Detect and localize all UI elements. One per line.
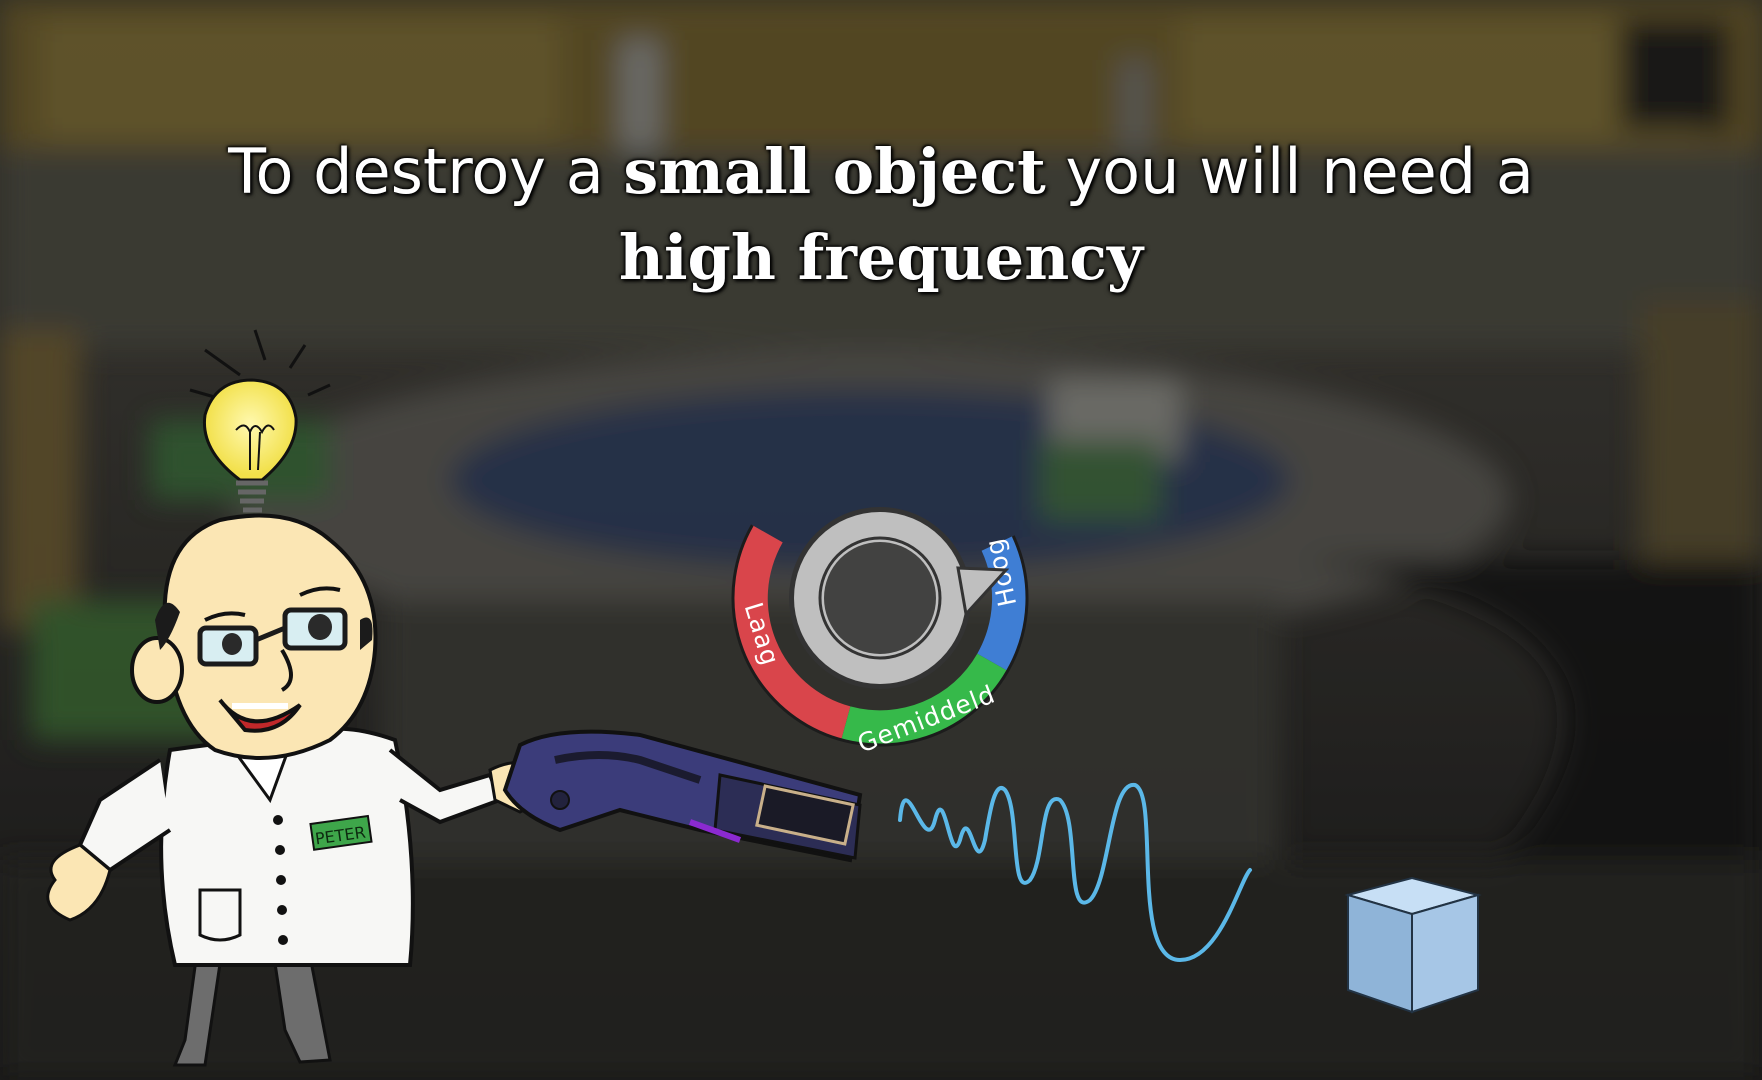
tutorial-emphasis-high-frequency: high frequency bbox=[618, 221, 1144, 294]
tutorial-text-before: To destroy a bbox=[228, 135, 624, 208]
dial-segment-low[interactable] bbox=[732, 525, 851, 740]
scientist-character: PETER bbox=[46, 513, 543, 1067]
light-bulb-icon bbox=[189, 329, 331, 513]
dial-knob[interactable] bbox=[789, 507, 1010, 689]
frequency-dial[interactable]: Laag Gemiddeld Hoog bbox=[731, 507, 1029, 758]
tutorial-line-1: To destroy a small object you will need … bbox=[0, 130, 1762, 214]
tutorial-text-after: you will need a bbox=[1045, 135, 1534, 208]
dial-segment-mid[interactable] bbox=[841, 653, 1008, 745]
name-badge: PETER bbox=[309, 814, 373, 851]
frequency-wave bbox=[898, 782, 1252, 963]
target-cube[interactable] bbox=[1344, 876, 1482, 1014]
tutorial-line-2: high frequency bbox=[0, 216, 1762, 300]
tutorial-emphasis-small-object: small object bbox=[623, 135, 1046, 208]
dial-pointer bbox=[956, 566, 1010, 618]
frequency-gun bbox=[502, 729, 863, 863]
